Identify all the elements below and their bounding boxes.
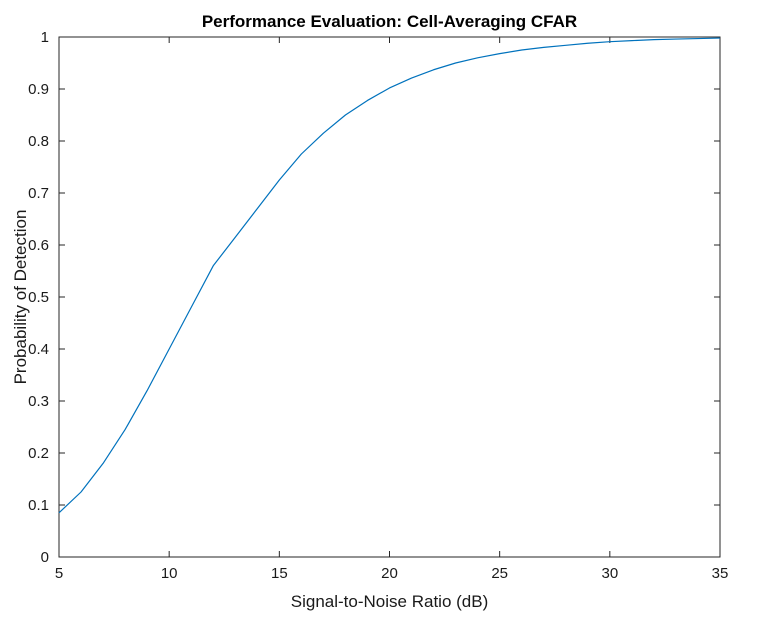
y-tick-label: 0.7 — [28, 185, 49, 202]
axes-box — [58, 36, 721, 558]
x-tick-label: 15 — [271, 565, 288, 582]
x-tick-label: 35 — [712, 565, 729, 582]
y-tick-label: 0 — [41, 549, 49, 566]
x-tick-label: 20 — [381, 565, 398, 582]
y-tick-label: 1 — [41, 29, 49, 46]
series-layer — [58, 37, 721, 514]
x-tick-label: 10 — [161, 565, 178, 582]
chart-title: Performance Evaluation: Cell-Averaging C… — [202, 12, 577, 31]
y-tick-label: 0.4 — [28, 341, 49, 358]
y-tick-label: 0.5 — [28, 289, 49, 306]
series-line-0 — [58, 37, 721, 514]
y-tick-label: 0.9 — [28, 81, 49, 98]
y-axis-ticks: 0 0.1 0.2 0.3 0.4 0.5 0.6 0.7 0.8 0.9 1 — [28, 29, 720, 566]
y-tick-label: 0.2 — [28, 445, 49, 462]
x-axis-ticks: 5 10 15 20 25 30 35 — [55, 37, 729, 582]
y-axis-label: Probability of Detection — [11, 210, 30, 385]
y-tick-label: 0.8 — [28, 133, 49, 150]
y-tick-label: 0.1 — [28, 497, 49, 514]
x-tick-label: 5 — [55, 565, 63, 582]
plot-area — [58, 36, 721, 558]
x-tick-label: 25 — [491, 565, 508, 582]
x-axis-label: Signal-to-Noise Ratio (dB) — [291, 592, 488, 611]
y-tick-label: 0.6 — [28, 237, 49, 254]
y-tick-label: 0.3 — [28, 393, 49, 410]
x-tick-label: 30 — [601, 565, 618, 582]
